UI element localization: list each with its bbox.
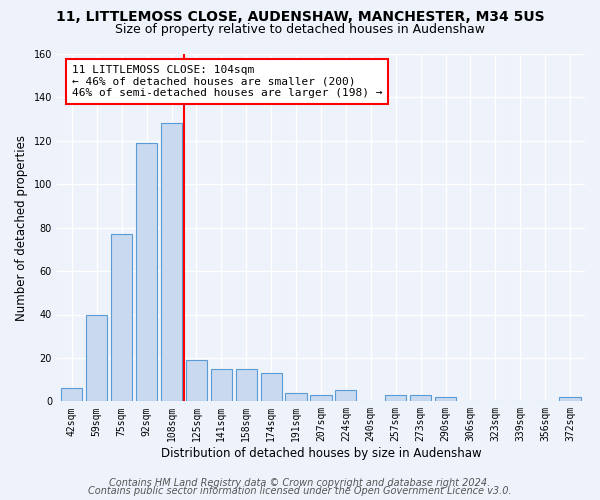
Bar <box>410 395 431 402</box>
Bar <box>435 397 456 402</box>
Bar <box>260 373 282 402</box>
Bar <box>136 143 157 402</box>
Text: 11, LITTLEMOSS CLOSE, AUDENSHAW, MANCHESTER, M34 5US: 11, LITTLEMOSS CLOSE, AUDENSHAW, MANCHES… <box>56 10 544 24</box>
Bar <box>335 390 356 402</box>
Bar <box>111 234 132 402</box>
Bar <box>310 395 332 402</box>
Bar <box>161 124 182 402</box>
Text: Contains HM Land Registry data © Crown copyright and database right 2024.: Contains HM Land Registry data © Crown c… <box>109 478 491 488</box>
Text: 11 LITTLEMOSS CLOSE: 104sqm
← 46% of detached houses are smaller (200)
46% of se: 11 LITTLEMOSS CLOSE: 104sqm ← 46% of det… <box>72 65 382 98</box>
Bar <box>61 388 82 402</box>
Bar <box>211 369 232 402</box>
Text: Contains public sector information licensed under the Open Government Licence v3: Contains public sector information licen… <box>88 486 512 496</box>
Text: Size of property relative to detached houses in Audenshaw: Size of property relative to detached ho… <box>115 22 485 36</box>
Bar <box>86 314 107 402</box>
Bar <box>559 397 581 402</box>
Y-axis label: Number of detached properties: Number of detached properties <box>15 134 28 320</box>
Bar <box>186 360 207 402</box>
Bar <box>286 392 307 402</box>
Bar <box>236 369 257 402</box>
X-axis label: Distribution of detached houses by size in Audenshaw: Distribution of detached houses by size … <box>161 447 481 460</box>
Bar <box>385 395 406 402</box>
